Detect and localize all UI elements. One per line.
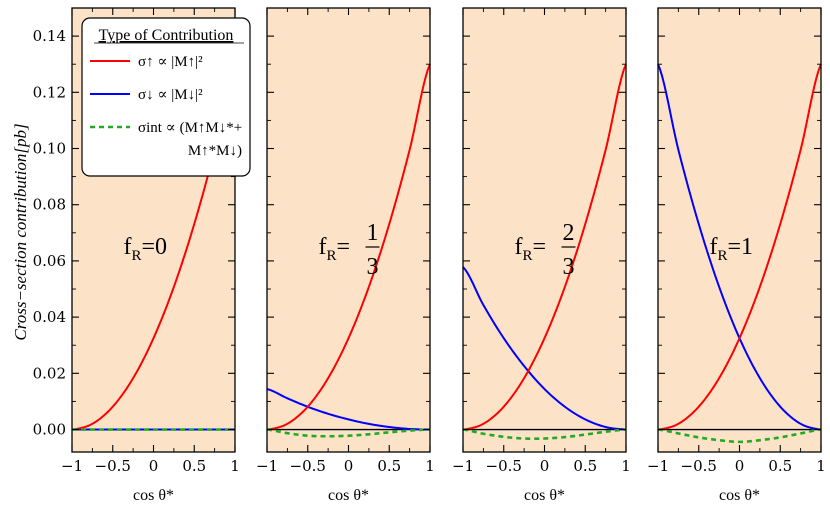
x-tick-label: 1	[816, 457, 826, 475]
panel-label: fR=0	[124, 234, 168, 264]
x-tick-label: 1	[621, 457, 631, 475]
y-tick-label: 0.08	[33, 196, 66, 214]
x-tick-label: −0.5	[681, 457, 717, 475]
x-axis-title: cos θ*	[719, 487, 760, 504]
y-tick-label: 0.00	[33, 421, 66, 439]
legend-label-up: σ↑ ∝ |M↑|²	[138, 54, 203, 70]
panel-4: −1 −0.5 0 0.5 1 cos θ* fR=1	[647, 7, 826, 504]
legend-label-int-cont: M↑*M↓)	[188, 143, 242, 159]
series-up-line	[657, 63, 822, 431]
x-tick-label: 0	[540, 457, 550, 475]
x-tick-label: −1	[647, 457, 669, 475]
x-tick-label: 0	[149, 457, 159, 475]
x-tick-label: 0	[344, 457, 354, 475]
x-axis-title: cos θ*	[524, 487, 565, 504]
series-up-line	[266, 63, 431, 431]
series-up-line	[462, 63, 627, 431]
legend: Type of Contribution σ↑ ∝ |M↑|² σ↓ ∝ |M↓|²…	[81, 17, 251, 177]
panel-label: fR=	[319, 234, 351, 264]
panel-label: fR=	[515, 234, 547, 264]
legend-label-int: σint ∝ (M↑M↓*+	[138, 120, 242, 136]
x-axis-title: cos θ*	[133, 487, 174, 504]
y-tick-label: 0.12	[33, 83, 66, 101]
x-tick-label: −1	[452, 457, 474, 475]
panel-label-numerator: 2	[563, 220, 575, 246]
x-tick-label: 0.5	[768, 457, 792, 475]
panel-3: −1 −0.5 0 0.5 1 cos θ* fR= 2 3	[452, 7, 631, 504]
legend-label-down: σ↓ ∝ |M↓|²	[138, 87, 203, 103]
y-tick-label: 0.02	[33, 364, 66, 382]
y-axis-title: Cross−section contribution[pb]	[11, 123, 30, 340]
plot-background	[267, 8, 430, 452]
x-tick-label: 0.5	[573, 457, 597, 475]
series-int-line	[462, 428, 627, 440]
x-tick-label: −1	[256, 457, 278, 475]
x-tick-label: −0.5	[290, 457, 326, 475]
panel-label-numerator: 1	[367, 220, 379, 246]
x-tick-label: −1	[61, 457, 83, 475]
panel-2: −1 −0.5 0 0.5 1 cos θ* fR= 1 3	[256, 7, 435, 504]
x-tick-label: 0.5	[377, 457, 401, 475]
legend-title: Type of Contribution	[99, 27, 234, 44]
x-tick-label: 0	[735, 457, 745, 475]
y-tick-label: 0.04	[33, 308, 66, 326]
y-tick-label: 0.06	[33, 252, 66, 270]
legend-box	[81, 17, 251, 177]
x-tick-label: 1	[230, 457, 240, 475]
y-tick-label: 0.10	[33, 140, 66, 158]
x-tick-label: −0.5	[95, 457, 131, 475]
panel-label-denominator: 3	[367, 254, 379, 280]
x-axis-title: cos θ*	[328, 487, 369, 504]
x-tick-label: 0.5	[182, 457, 206, 475]
x-tick-label: −0.5	[486, 457, 522, 475]
y-tick-label: 0.14	[33, 27, 66, 45]
series-down-line	[266, 388, 431, 431]
series-int-line	[266, 428, 431, 438]
series-down-line	[462, 266, 627, 431]
plot-background	[658, 8, 821, 452]
panel-label-denominator: 3	[563, 254, 575, 280]
plot-background	[463, 8, 626, 452]
panel-label: fR=1	[710, 234, 754, 264]
x-tick-label: 1	[425, 457, 435, 475]
series-int-line	[657, 428, 822, 444]
